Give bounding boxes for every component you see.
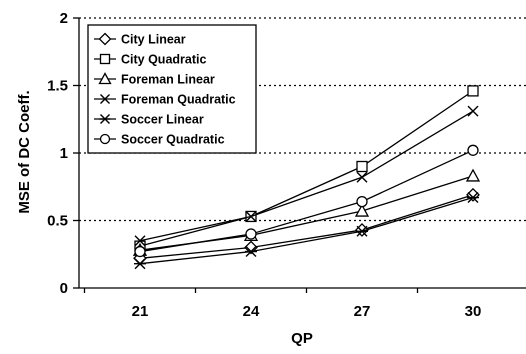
series-line: [139, 194, 474, 259]
x-tick-label: 21: [132, 303, 149, 320]
data-point-x: [467, 105, 479, 117]
y-tick-label: 1.5: [47, 78, 68, 95]
legend: City Linear City Quadratic Foreman Linear F…: [87, 24, 257, 154]
legend-label: Foreman Linear: [121, 73, 215, 87]
legend-label: Foreman Quadratic: [121, 93, 236, 107]
data-point-x: [245, 210, 257, 222]
data-point-circle: [134, 245, 146, 258]
legend-label: Soccer Linear: [121, 113, 204, 127]
legend-label: City Linear: [121, 33, 186, 47]
marker-stroke: [134, 235, 146, 247]
legend-item: Soccer Quadratic: [94, 133, 225, 147]
data-point-asterisk: [134, 258, 146, 270]
y-tick-label: 0.5: [47, 213, 68, 230]
series-soccer-quadratic: [134, 144, 479, 258]
series-line: [139, 196, 474, 265]
data-point-square: [356, 160, 368, 173]
legend-box: [87, 24, 257, 154]
series-city-linear: [133, 187, 480, 266]
series-line: [139, 90, 474, 247]
x-tick-label: 24: [243, 303, 260, 320]
series-foreman-linear: [132, 168, 481, 256]
legend-item: City Quadratic: [94, 53, 206, 67]
marker-stroke: [100, 94, 110, 104]
data-point-asterisk: [356, 225, 368, 237]
legend-label: Soccer Quadratic: [121, 133, 225, 147]
data-point-x: [100, 94, 110, 104]
y-tick-label: 2: [60, 10, 68, 27]
x-tick-label: 30: [465, 303, 482, 320]
data-point-circle: [356, 195, 368, 208]
series-soccer-linear: [134, 192, 479, 270]
data-point-circle: [467, 144, 479, 156]
data-point-asterisk: [245, 246, 257, 258]
data-point-circle: [245, 228, 257, 240]
data-point-x: [134, 235, 146, 247]
series-foreman-quadratic: [134, 105, 479, 247]
data-point-triangle: [98, 72, 112, 85]
legend-item: Foreman Quadratic: [94, 93, 236, 107]
marker-stroke: [467, 105, 479, 117]
data-point-square: [99, 53, 111, 65]
axes: 0 0.5 1 1.5 2 21 24 27 30: [47, 10, 526, 320]
legend-label: City Quadratic: [121, 53, 206, 67]
data-point-asterisk: [99, 114, 111, 124]
data-point-square: [467, 85, 479, 97]
y-tick-label: 0: [60, 280, 68, 297]
x-tick-label: 27: [354, 303, 371, 320]
data-point-asterisk: [467, 192, 479, 204]
marker-stroke: [245, 210, 257, 222]
marker-stroke: [356, 171, 368, 183]
y-axis-title: MSE of DC Coeff.: [16, 90, 33, 213]
series: [132, 85, 481, 270]
legend-item: City Linear: [94, 33, 186, 47]
legend-item: Foreman Linear: [94, 72, 215, 87]
series-line: [139, 110, 474, 242]
data-point-triangle: [354, 203, 370, 217]
data-point-x: [356, 171, 368, 183]
series-line: [139, 149, 474, 253]
x-axis-title: QP: [291, 330, 313, 347]
y-tick-label: 1: [60, 145, 68, 162]
data-point-triangle: [465, 168, 481, 182]
data-point-diamond: [98, 32, 112, 46]
legend-item: Soccer Linear: [94, 113, 204, 127]
data-point-circle: [99, 133, 111, 145]
